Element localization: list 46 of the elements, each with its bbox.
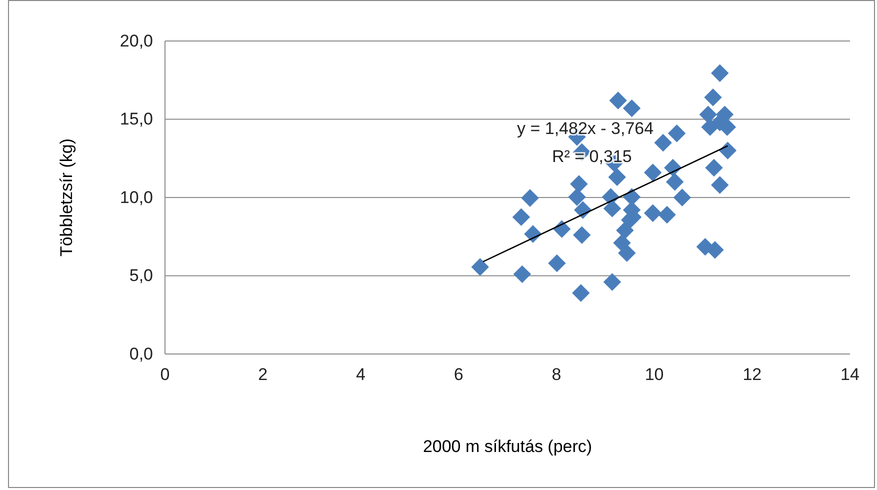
point (521, 189, 539, 207)
y-tick-label: 15,0 (120, 110, 153, 129)
point (622, 99, 641, 118)
x-tick-label: 0 (160, 365, 170, 384)
x-tick-label: 4 (356, 365, 366, 384)
annotation: y = 1,482x - 3,764 (517, 119, 654, 138)
point (666, 172, 684, 191)
point (618, 244, 636, 262)
x-tick-label: 6 (454, 365, 464, 384)
point (512, 208, 530, 226)
point (572, 284, 590, 302)
point (658, 206, 676, 224)
x-tick-label: 14 (840, 365, 860, 384)
point (699, 106, 717, 124)
point (603, 273, 622, 291)
point (573, 226, 591, 244)
point (668, 124, 686, 142)
y-tick-label: 0,0 (129, 344, 153, 364)
point (552, 220, 571, 238)
point (609, 92, 627, 110)
x-tick-label: 2 (258, 365, 268, 384)
point (673, 188, 692, 206)
point (654, 134, 672, 152)
x-axis-title: 2000 m síkfutás (perc) (422, 437, 592, 456)
point (471, 258, 489, 276)
point (644, 204, 662, 222)
y-tick-label: 5,0 (129, 266, 153, 286)
point (570, 175, 588, 193)
x-tick-label: 10 (644, 365, 664, 384)
point (704, 88, 722, 106)
point (513, 265, 532, 284)
point (705, 158, 723, 177)
y-tick-label: 20,0 (120, 31, 153, 50)
x-tick-label: 12 (742, 365, 762, 384)
x-tick-label: 8 (552, 365, 562, 384)
point (710, 64, 729, 82)
y-axis-title: Többletzsír (kg) (57, 138, 76, 257)
point (608, 168, 626, 186)
annotation: R² = 0,315 (552, 147, 632, 166)
point (644, 164, 662, 182)
point (718, 142, 737, 160)
point (710, 176, 729, 194)
point (548, 254, 566, 272)
y-tick-label: 10,0 (120, 188, 153, 207)
point (616, 222, 634, 240)
point (568, 188, 586, 206)
